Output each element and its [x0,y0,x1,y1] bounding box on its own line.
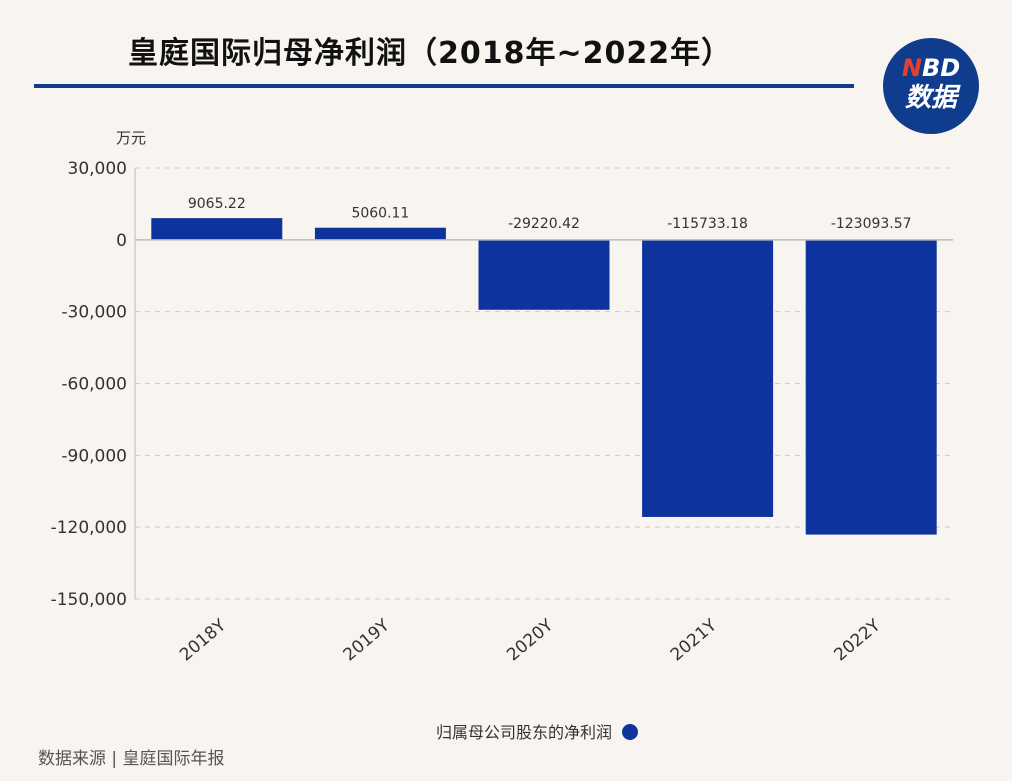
nbd-logo: NBD 数据 [883,38,979,134]
x-tick-label: 2020Y [503,615,557,665]
y-tick-label: -30,000 [61,303,127,323]
y-tick-label: 30,000 [68,159,127,179]
bar [805,239,937,535]
y-tick-label: -120,000 [51,518,127,538]
x-tick-label: 2018Y [176,615,230,665]
y-tick-label: -90,000 [61,446,127,466]
y-tick-label: 0 [116,231,127,251]
source-note: 数据来源 | 皇庭国际年报 [38,749,225,769]
legend-swatch [622,724,638,740]
x-tick-label: 2021Y [667,615,721,665]
y-axis-unit-label: 万元 [116,129,146,147]
data-label: -115733.18 [667,216,748,232]
data-label: 5060.11 [351,206,409,222]
data-label: -123093.57 [831,216,912,232]
bar [314,227,446,240]
logo-text-top: NBD [901,54,961,82]
page-title: 皇庭国际归母净利润（2018年~2022年） [128,36,733,71]
y-tick-label: -150,000 [51,590,127,610]
bar [151,218,283,240]
data-label: -29220.42 [508,216,580,232]
legend-label: 归属母公司股东的净利润 [436,723,612,742]
bar [478,239,610,310]
logo-text-bottom: 数据 [904,83,957,113]
title-underline [34,84,854,88]
x-tick-label: 2019Y [340,615,394,665]
bar [642,239,774,517]
y-tick-label: -60,000 [61,375,127,395]
data-label: 9065.22 [188,196,246,212]
x-tick-label: 2022Y [830,615,884,665]
